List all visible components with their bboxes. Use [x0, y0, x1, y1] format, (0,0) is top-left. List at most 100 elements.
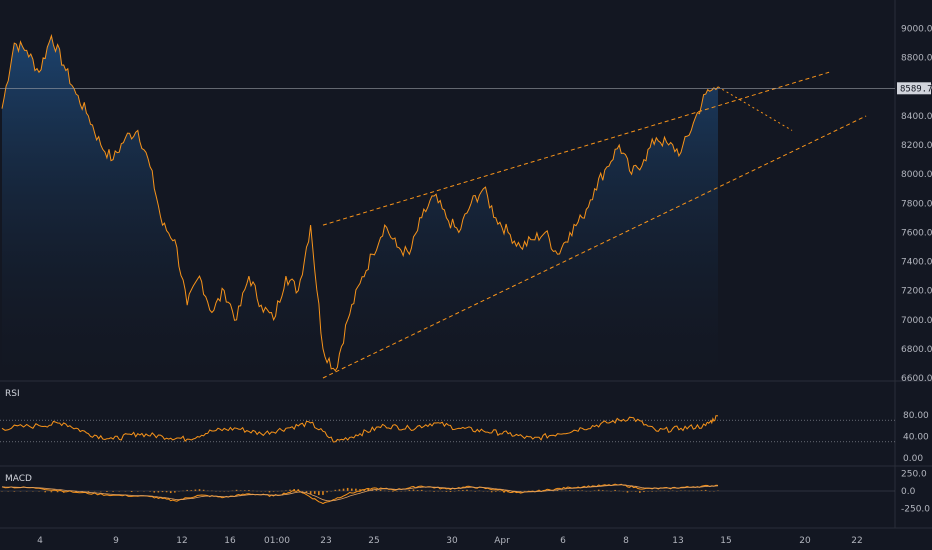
time-tick-label: 16	[224, 536, 236, 546]
rsi-tick-label: 0.00	[903, 454, 923, 464]
price-tick-label: 7800.0	[901, 199, 932, 209]
macd-hist-bar	[87, 491, 90, 493]
macd-hist-bar	[153, 491, 156, 493]
macd-hist-bar	[174, 491, 176, 493]
macd-hist-bar	[149, 491, 151, 492]
time-tick-label: 20	[799, 536, 811, 546]
macd-hist-bar	[346, 487, 349, 491]
macd-hist-bar	[556, 489, 559, 491]
macd-hist-bar	[322, 491, 324, 495]
macd-hist-bar	[75, 491, 77, 493]
macd-hist-bar	[235, 489, 238, 491]
macd-hist-bar	[367, 488, 370, 491]
macd-hist-bar	[305, 491, 308, 493]
macd-hist-bar	[334, 489, 337, 491]
macd-hist-bar	[577, 490, 579, 491]
time-tick-label: 9	[113, 536, 119, 546]
macd-hist-bar	[186, 489, 188, 491]
macd-hist-bar	[412, 489, 415, 491]
macd-hist-bar	[457, 490, 460, 491]
macd-hist-bar	[449, 491, 452, 493]
macd-pane[interactable]: MACD	[0, 474, 895, 505]
time-tick-label: 13	[672, 536, 683, 546]
rsi-axis: 80.00 40.00 0.00	[903, 411, 929, 464]
macd-hist-bar	[569, 490, 571, 491]
time-tick-label: 22	[851, 536, 862, 546]
trend-line-0	[322, 71, 830, 226]
macd-hist-bar	[626, 491, 629, 493]
macd-hist-bar	[350, 488, 353, 491]
rsi-bands	[0, 419, 895, 443]
time-tick-label: 15	[720, 536, 731, 546]
macd-hist-bar	[639, 491, 641, 493]
time-tick-label: 12	[176, 536, 187, 546]
macd-hist-bar	[581, 490, 584, 491]
macd-hist-bar	[130, 491, 133, 493]
macd-hist-bar	[338, 489, 341, 491]
macd-hist-bar	[433, 491, 435, 492]
macd-hist-bar	[416, 490, 419, 491]
macd-hist-bar	[106, 491, 108, 492]
macd-tick-label: 0.0	[901, 487, 916, 497]
macd-hist-bar	[462, 490, 464, 491]
time-tick-label: 4	[37, 536, 43, 546]
macd-hist-bar	[614, 489, 616, 491]
macd-hist-bar	[239, 490, 242, 491]
time-tick-label: 25	[368, 536, 379, 546]
macd-hist-bar	[466, 489, 468, 491]
macd-hist-bar	[511, 491, 514, 493]
macd-hist-bar	[490, 491, 493, 493]
rsi-title: RSI	[5, 389, 20, 399]
macd-hist-bar	[289, 489, 291, 491]
price-tick-label: 8800.0	[901, 54, 932, 64]
macd-hist-bar	[643, 491, 645, 493]
macd-hist-bar	[293, 489, 295, 491]
trend-line-1	[322, 115, 867, 379]
rsi-pane[interactable]: RSI	[0, 389, 895, 443]
macd-hist-bar	[700, 490, 703, 491]
macd-hist-bar	[309, 491, 312, 495]
macd-hist-bar	[190, 490, 193, 491]
price-tick-label: 6600.0	[901, 374, 932, 384]
time-tick-label: Apr	[494, 536, 510, 546]
macd-axis: 250.0 0.0 -250.0	[901, 470, 930, 515]
macd-hist-bar	[420, 489, 423, 491]
price-tag-label: 8589.7	[900, 84, 932, 94]
macd-signal-series	[1, 484, 719, 502]
price-tick-label: 6800.0	[901, 345, 932, 355]
price-tag: 8589.7	[897, 82, 932, 95]
macd-hist-bar	[272, 491, 275, 492]
macd-hist-bar	[375, 489, 378, 491]
macd-hist-bar	[243, 490, 246, 491]
macd-hist-bar	[285, 490, 287, 491]
time-tick-label: 8	[623, 536, 629, 546]
macd-hist-bar	[44, 491, 47, 493]
price-tick-label: 7600.0	[901, 228, 932, 238]
macd-hist-bar	[593, 490, 596, 491]
price-tick-label: 7000.0	[901, 316, 932, 326]
price-pane[interactable]	[0, 33, 895, 379]
time-tick-label: 30	[446, 536, 458, 546]
time-tick-label: 6	[560, 536, 566, 546]
macd-hist-bar	[50, 491, 53, 493]
price-line-series	[1, 33, 719, 372]
macd-hist-bar	[494, 491, 497, 492]
macd-hist-bar	[165, 491, 168, 493]
macd-hist-bar	[379, 489, 382, 491]
price-area-fill	[2, 35, 718, 379]
time-tick-label: 01:00	[264, 536, 290, 546]
macd-hist-bar	[408, 490, 411, 491]
macd-hist-bar	[601, 490, 604, 491]
macd-hist-bar	[268, 491, 271, 493]
macd-hist-bar	[318, 491, 320, 496]
macd-hist-bar	[355, 488, 357, 491]
macd-hist-bar	[56, 491, 59, 493]
macd-hist-bar	[651, 491, 653, 492]
trend-line-2	[717, 86, 793, 131]
price-tick-label: 7200.0	[901, 287, 932, 297]
price-axis: 9000.08800.08600.08400.08200.08000.07800…	[901, 25, 932, 384]
macd-tick-label: 250.0	[901, 470, 927, 480]
macd-hist-bar	[161, 491, 164, 493]
macd-hist-bar	[359, 489, 361, 491]
